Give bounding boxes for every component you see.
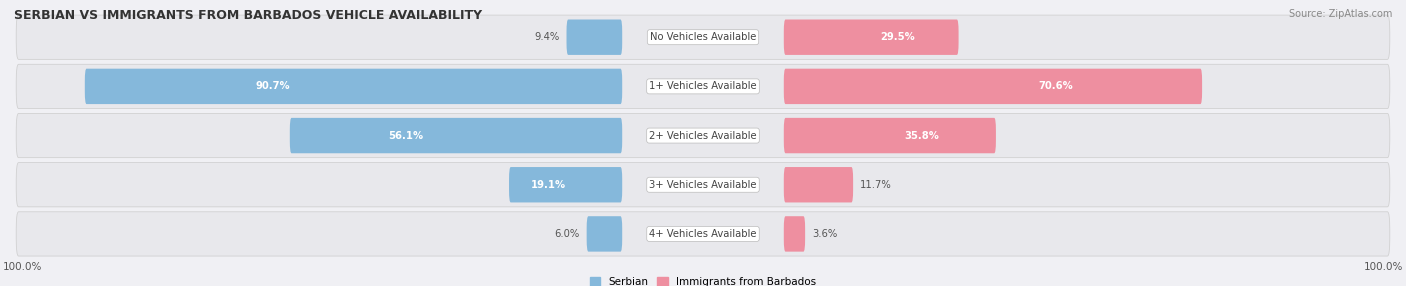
Text: 1+ Vehicles Available: 1+ Vehicles Available (650, 82, 756, 92)
Text: 3.6%: 3.6% (811, 229, 837, 239)
Text: SERBIAN VS IMMIGRANTS FROM BARBADOS VEHICLE AVAILABILITY: SERBIAN VS IMMIGRANTS FROM BARBADOS VEHI… (14, 9, 482, 21)
Text: 6.0%: 6.0% (555, 229, 579, 239)
FancyBboxPatch shape (17, 64, 1389, 108)
Text: Source: ZipAtlas.com: Source: ZipAtlas.com (1288, 9, 1392, 19)
FancyBboxPatch shape (586, 216, 623, 252)
Text: 100.0%: 100.0% (3, 262, 42, 272)
Text: 56.1%: 56.1% (388, 131, 423, 140)
FancyBboxPatch shape (17, 15, 1389, 59)
FancyBboxPatch shape (17, 212, 1389, 256)
FancyBboxPatch shape (17, 114, 1389, 158)
Text: 100.0%: 100.0% (1364, 262, 1403, 272)
FancyBboxPatch shape (509, 167, 623, 202)
Text: 11.7%: 11.7% (860, 180, 891, 190)
FancyBboxPatch shape (783, 167, 853, 202)
Text: 2+ Vehicles Available: 2+ Vehicles Available (650, 131, 756, 140)
Text: 19.1%: 19.1% (531, 180, 567, 190)
FancyBboxPatch shape (783, 19, 959, 55)
FancyBboxPatch shape (567, 19, 623, 55)
FancyBboxPatch shape (84, 69, 623, 104)
Legend: Serbian, Immigrants from Barbados: Serbian, Immigrants from Barbados (591, 277, 815, 286)
Text: 90.7%: 90.7% (256, 82, 290, 92)
FancyBboxPatch shape (783, 216, 806, 252)
FancyBboxPatch shape (783, 118, 995, 153)
Text: No Vehicles Available: No Vehicles Available (650, 32, 756, 42)
Text: 35.8%: 35.8% (904, 131, 939, 140)
FancyBboxPatch shape (17, 163, 1389, 207)
Text: 9.4%: 9.4% (534, 32, 560, 42)
Text: 29.5%: 29.5% (880, 32, 915, 42)
Text: 3+ Vehicles Available: 3+ Vehicles Available (650, 180, 756, 190)
Text: 70.6%: 70.6% (1038, 82, 1073, 92)
FancyBboxPatch shape (783, 69, 1202, 104)
Text: 4+ Vehicles Available: 4+ Vehicles Available (650, 229, 756, 239)
FancyBboxPatch shape (290, 118, 623, 153)
